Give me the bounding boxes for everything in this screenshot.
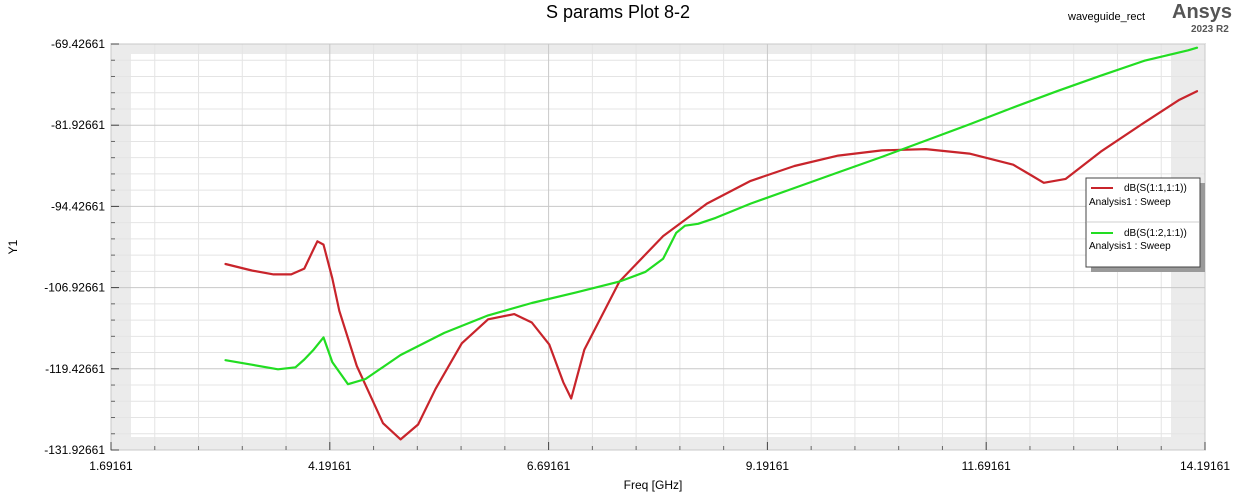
- y-tick-label: -106.92661: [44, 281, 105, 295]
- legend-sub-s21: Analysis1 : Sweep: [1089, 241, 1171, 252]
- plot-area: [131, 54, 1171, 437]
- x-tick-label: 4.19161: [308, 459, 352, 473]
- series-line-s21: [224, 46, 1199, 386]
- legend-sub-s11: Analysis1 : Sweep: [1089, 197, 1171, 208]
- series-group: [224, 46, 1199, 441]
- x-axis-label: Freq [GHz]: [624, 478, 683, 492]
- x-tick-label: 6.69161: [527, 459, 571, 473]
- legend-label-s11: dB(S(1:1,1:1)): [1124, 183, 1187, 194]
- y-tick-label: -69.42661: [51, 37, 105, 51]
- project-name: waveguide_rect: [1068, 11, 1146, 23]
- axis-ticks: 1.69161 4.19161 6.69161 9.19161 11.69161 14.1…: [44, 37, 1230, 473]
- x-tick-label: 11.69161: [962, 459, 1011, 473]
- version-label: 2023 R2: [1191, 24, 1229, 35]
- y-tick-label: -94.42661: [51, 199, 105, 213]
- grid-minor: [111, 44, 1205, 450]
- legend-label-s21: dB(S(1:2,1:1)): [1124, 228, 1187, 239]
- ansys-logo: Ansys: [1172, 1, 1233, 23]
- series-line-s11: [224, 90, 1199, 441]
- x-tick-label: 9.19161: [746, 459, 790, 473]
- y-axis-label: Y1: [6, 239, 20, 254]
- legend[interactable]: dB(S(1:1,1:1)) Analysis1 : Sweep dB(S(1:…: [1085, 177, 1205, 272]
- y-tick-label: -131.92661: [44, 443, 105, 457]
- y-tick-label: -119.42661: [45, 362, 105, 376]
- x-tick-label: 1.69161: [89, 459, 133, 473]
- x-tick-label: 14.19161: [1180, 459, 1230, 473]
- grid-major: [110, 43, 1206, 451]
- y-tick-label: -81.92661: [51, 118, 105, 132]
- chart-title: S params Plot 8-2: [545, 2, 691, 22]
